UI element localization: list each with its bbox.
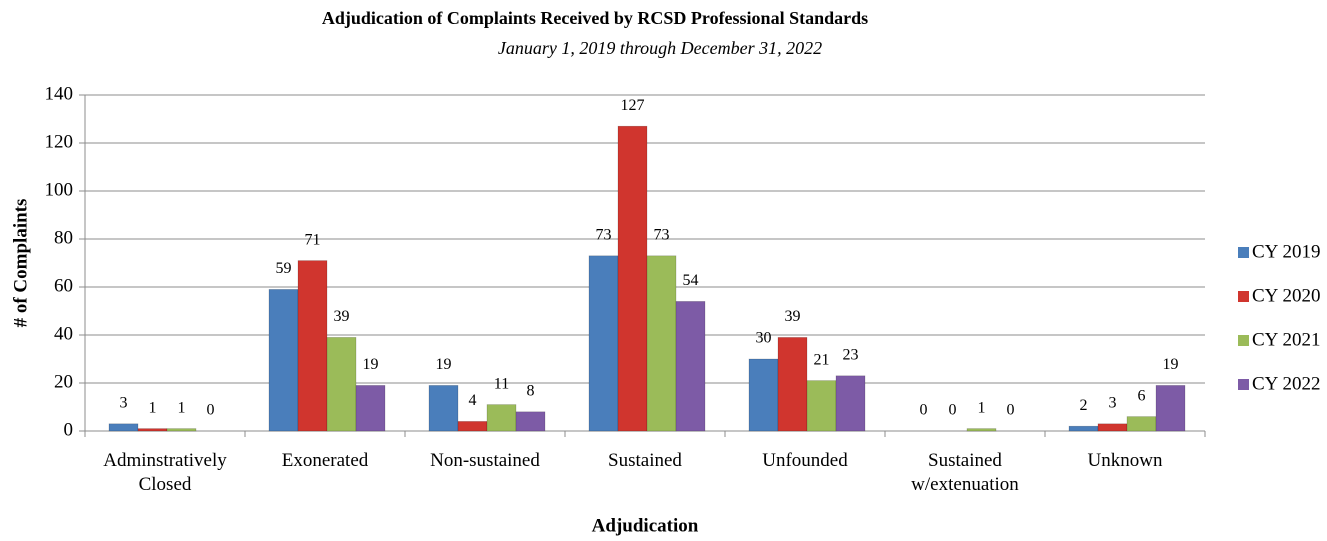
data-label: 23	[843, 346, 859, 363]
data-label: 6	[1138, 387, 1146, 404]
bar	[137, 428, 168, 432]
data-label: 19	[436, 356, 452, 373]
y-tick-label: 120	[45, 131, 74, 152]
data-label: 3	[120, 394, 128, 411]
x-tick-label: Sustained w/extenuation	[911, 450, 1019, 495]
legend-swatch	[1238, 335, 1249, 346]
bar	[835, 375, 866, 432]
x-tick-label: Unfounded	[762, 450, 848, 471]
y-tick-label: 100	[45, 179, 74, 200]
bar	[748, 358, 779, 432]
data-label: 1	[149, 399, 157, 416]
data-label: 73	[596, 226, 612, 243]
data-label: 59	[276, 260, 292, 277]
bar	[297, 260, 328, 432]
data-label: 0	[1007, 402, 1015, 419]
y-tick-label: 40	[54, 323, 73, 344]
bar	[457, 421, 488, 432]
legend-swatch	[1238, 379, 1249, 390]
data-label: 39	[785, 308, 801, 325]
legend-label: CY 2021	[1252, 329, 1320, 350]
data-label: 127	[621, 97, 645, 114]
bar	[355, 385, 386, 432]
data-label: 30	[756, 330, 772, 347]
data-label: 0	[920, 402, 928, 419]
y-tick-label: 80	[54, 227, 73, 248]
chart-subtitle: January 1, 2019 through December 31, 202…	[498, 38, 822, 58]
data-label: 8	[527, 382, 535, 399]
bar	[806, 380, 837, 432]
chart-title: Adjudication of Complaints Received by R…	[322, 8, 868, 28]
data-label: 1	[178, 399, 186, 416]
bar	[326, 337, 357, 432]
x-axis-title: Adjudication	[592, 515, 699, 536]
data-label: 0	[949, 402, 957, 419]
bar	[268, 289, 299, 432]
data-label: 71	[305, 231, 321, 248]
bar	[675, 301, 706, 432]
data-label: 1	[978, 399, 986, 416]
legend-label: CY 2019	[1252, 241, 1320, 262]
bar	[1068, 425, 1099, 432]
legend-label: CY 2020	[1252, 285, 1320, 306]
y-tick-label: 20	[54, 371, 73, 392]
x-tick-label: Exonerated	[281, 450, 369, 471]
data-label: 3	[1109, 394, 1117, 411]
y-tick-label: 0	[64, 419, 74, 440]
data-label: 39	[334, 308, 350, 325]
legend-swatch	[1238, 247, 1249, 258]
data-label: 73	[654, 226, 670, 243]
y-axis-title: # of Complaints	[10, 199, 31, 328]
x-tick-label: Non-sustained	[430, 450, 540, 471]
bar	[108, 423, 139, 432]
bar	[777, 337, 808, 432]
bar	[1097, 423, 1128, 432]
bar	[1155, 385, 1186, 432]
bar	[966, 428, 997, 432]
legend-swatch	[1238, 291, 1249, 302]
bar	[646, 255, 677, 432]
bar	[588, 255, 619, 432]
bar	[515, 411, 546, 432]
bar	[486, 404, 517, 432]
x-tick-label: Sustained	[608, 450, 682, 471]
data-label: 11	[494, 375, 509, 392]
x-tick-label: Adminstratively Closed	[103, 450, 227, 495]
data-label: 4	[469, 392, 477, 409]
bar	[428, 385, 459, 432]
data-label: 19	[363, 356, 379, 373]
bar	[617, 125, 648, 432]
data-label: 21	[814, 351, 830, 368]
legend-label: CY 2022	[1252, 373, 1320, 394]
data-label: 2	[1080, 397, 1088, 414]
y-tick-label: 140	[45, 83, 74, 104]
bar	[1126, 416, 1157, 432]
x-tick-label: Unknown	[1087, 450, 1163, 471]
data-label: 0	[207, 402, 215, 419]
bar	[166, 428, 197, 432]
data-label: 19	[1163, 356, 1179, 373]
y-tick-label: 60	[54, 275, 73, 296]
data-label: 54	[683, 272, 699, 289]
